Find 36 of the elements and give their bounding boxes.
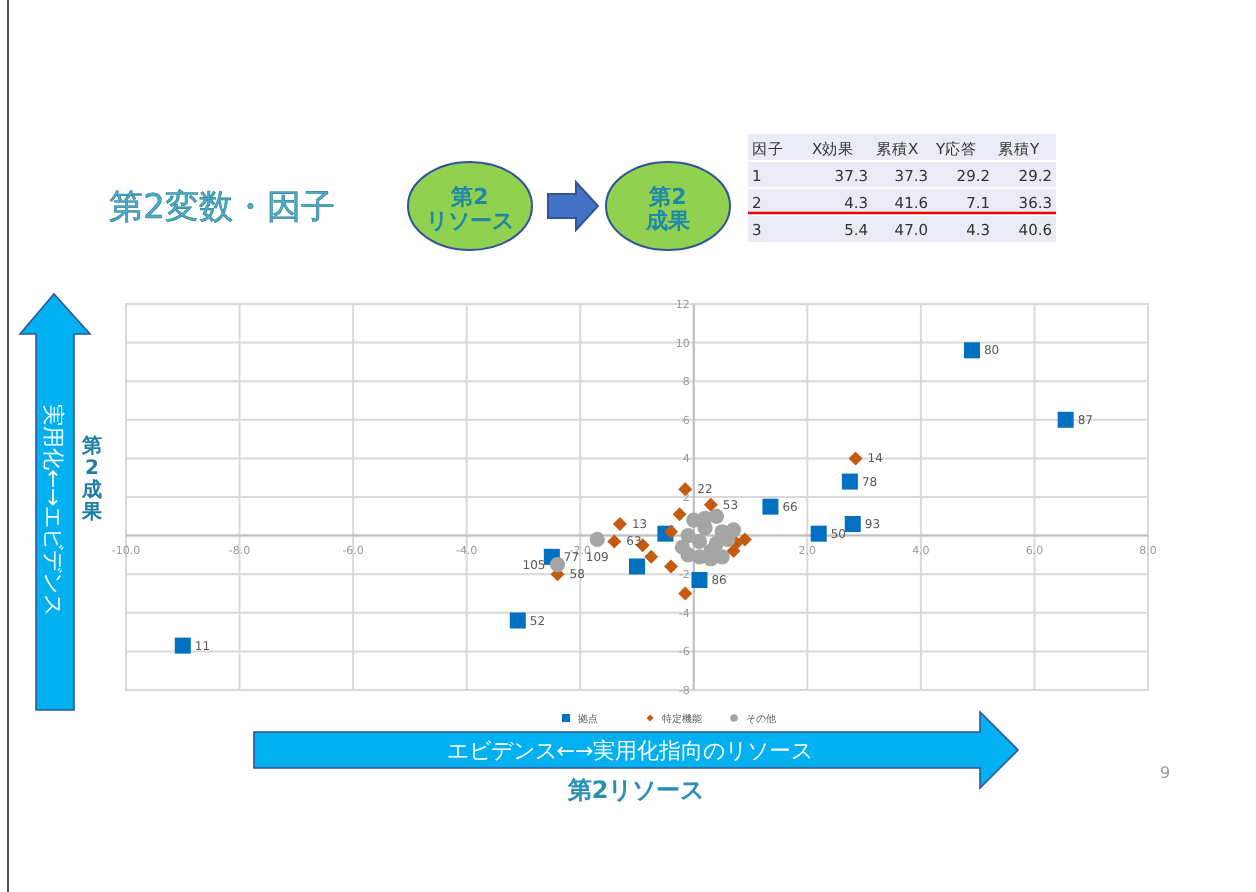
point [844, 516, 861, 533]
chart-title: 第2変数・因子 [109, 188, 335, 228]
point [664, 524, 679, 539]
point [762, 498, 779, 515]
point [672, 507, 687, 522]
point [629, 558, 645, 575]
point [848, 451, 863, 466]
point [680, 547, 696, 563]
text: エビデンス←→実用化指向のリソース [446, 738, 814, 764]
text: 9 [1160, 764, 1171, 782]
x-axis-title: 第2リソース [565, 776, 705, 804]
point [708, 508, 725, 524]
point [725, 522, 742, 538]
point [810, 525, 827, 542]
text: 実用化←→エビデンス [40, 403, 66, 617]
point [174, 637, 191, 654]
point [678, 586, 693, 601]
point [607, 534, 622, 549]
point [664, 559, 679, 574]
point [644, 549, 659, 564]
point [841, 473, 858, 490]
point [509, 612, 526, 629]
point [726, 544, 741, 559]
point [549, 556, 566, 573]
point [691, 571, 708, 588]
point [686, 512, 702, 528]
point [703, 497, 718, 512]
y-axis-title: 第2成果 [80, 434, 104, 524]
point [589, 531, 605, 548]
text: 第2 リソース [426, 184, 514, 234]
text: 第2 成果 [644, 184, 692, 234]
point [1057, 411, 1074, 428]
point [737, 532, 752, 547]
point [612, 517, 627, 532]
point [963, 342, 980, 359]
point [691, 533, 708, 549]
